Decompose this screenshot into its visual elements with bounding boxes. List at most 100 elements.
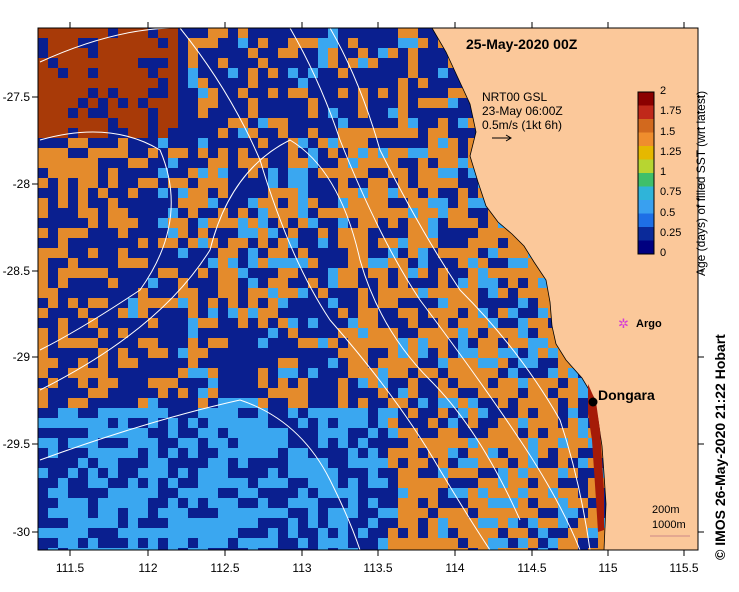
sst-cell (408, 388, 418, 398)
sst-cell (108, 278, 118, 288)
sst-cell (168, 78, 178, 88)
sst-cell (88, 478, 98, 488)
sst-cell (308, 508, 318, 518)
sst-cell (118, 328, 128, 338)
sst-cell (278, 238, 288, 248)
sst-cell (318, 408, 328, 418)
sst-cell (128, 478, 138, 488)
sst-cell (78, 528, 88, 538)
sst-cell (158, 458, 168, 468)
sst-cell (188, 418, 198, 428)
sst-cell (138, 308, 148, 318)
sst-cell (378, 548, 388, 550)
sst-cell (428, 228, 438, 238)
sst-cell (38, 388, 48, 398)
sst-cell (508, 438, 518, 448)
sst-cell (428, 308, 438, 318)
sst-cell (178, 188, 188, 198)
sst-cell (128, 258, 138, 268)
sst-cell (498, 418, 508, 428)
sst-cell (318, 238, 328, 248)
sst-cell (478, 548, 488, 550)
sst-cell (468, 328, 478, 338)
sst-cell (78, 518, 88, 528)
sst-cell (438, 358, 448, 368)
sst-cell (108, 98, 118, 108)
sst-cell (588, 528, 598, 538)
sst-cell (488, 248, 498, 258)
sst-cell (138, 298, 148, 308)
sst-cell (468, 258, 478, 268)
sst-cell (178, 538, 188, 548)
sst-cell (228, 478, 238, 488)
sst-cell (398, 278, 408, 288)
sst-cell (508, 248, 518, 258)
sst-cell (98, 368, 108, 378)
sst-cell (258, 208, 268, 218)
sst-cell (118, 448, 128, 458)
sst-cell (538, 308, 548, 318)
sst-cell (428, 338, 438, 348)
sst-cell (478, 318, 488, 328)
sst-cell (358, 458, 368, 468)
sst-cell (118, 28, 128, 38)
sst-cell (348, 478, 358, 488)
sst-cell (338, 178, 348, 188)
sst-cell (398, 358, 408, 368)
sst-cell (358, 528, 368, 538)
sst-cell (358, 198, 368, 208)
sst-cell (398, 118, 408, 128)
sst-cell (538, 278, 548, 288)
sst-cell (448, 358, 458, 368)
sst-cell (408, 218, 418, 228)
sst-cell (298, 378, 308, 388)
sst-cell (188, 338, 198, 348)
sst-cell (278, 128, 288, 138)
sst-cell (498, 248, 508, 258)
sst-cell (368, 178, 378, 188)
y-tick-label: -28.5 (3, 264, 31, 278)
sst-cell (128, 428, 138, 438)
sst-cell (338, 528, 348, 538)
sst-cell (128, 548, 138, 550)
sst-cell (298, 398, 308, 408)
sst-cell (328, 48, 338, 58)
sst-cell (388, 528, 398, 538)
sst-cell (488, 428, 498, 438)
depth-contour-line (179, 28, 491, 550)
sst-cell (248, 428, 258, 438)
sst-cell (598, 538, 608, 548)
sst-cell (358, 168, 368, 178)
sst-cell (278, 388, 288, 398)
sst-cell (78, 508, 88, 518)
sst-cell (248, 248, 258, 258)
sst-cell (108, 148, 118, 158)
sst-cell (268, 228, 278, 238)
sst-cell (248, 158, 258, 168)
sst-cell (98, 38, 108, 48)
sst-cell (208, 488, 218, 498)
sst-cell (228, 428, 238, 438)
sst-cell (228, 308, 238, 318)
sst-cell (88, 318, 98, 328)
sst-cell (338, 418, 348, 428)
sst-cell (268, 178, 278, 188)
sst-cell (138, 498, 148, 508)
sst-cell (138, 118, 148, 128)
sst-cell (458, 468, 468, 478)
sst-cell (58, 178, 68, 188)
sst-cell (338, 118, 348, 128)
sst-cell (58, 268, 68, 278)
sst-cell (518, 418, 528, 428)
sst-cell (528, 398, 538, 408)
sst-cell (458, 158, 468, 168)
sst-cell (118, 208, 128, 218)
sst-cell (548, 478, 558, 488)
argo-marker-icon: ✲ (618, 316, 629, 331)
sst-cell (98, 428, 108, 438)
sst-cell (88, 148, 98, 158)
sst-cell (488, 538, 498, 548)
sst-cell (418, 198, 428, 208)
sst-cell (578, 378, 588, 388)
sst-cell (458, 318, 468, 328)
